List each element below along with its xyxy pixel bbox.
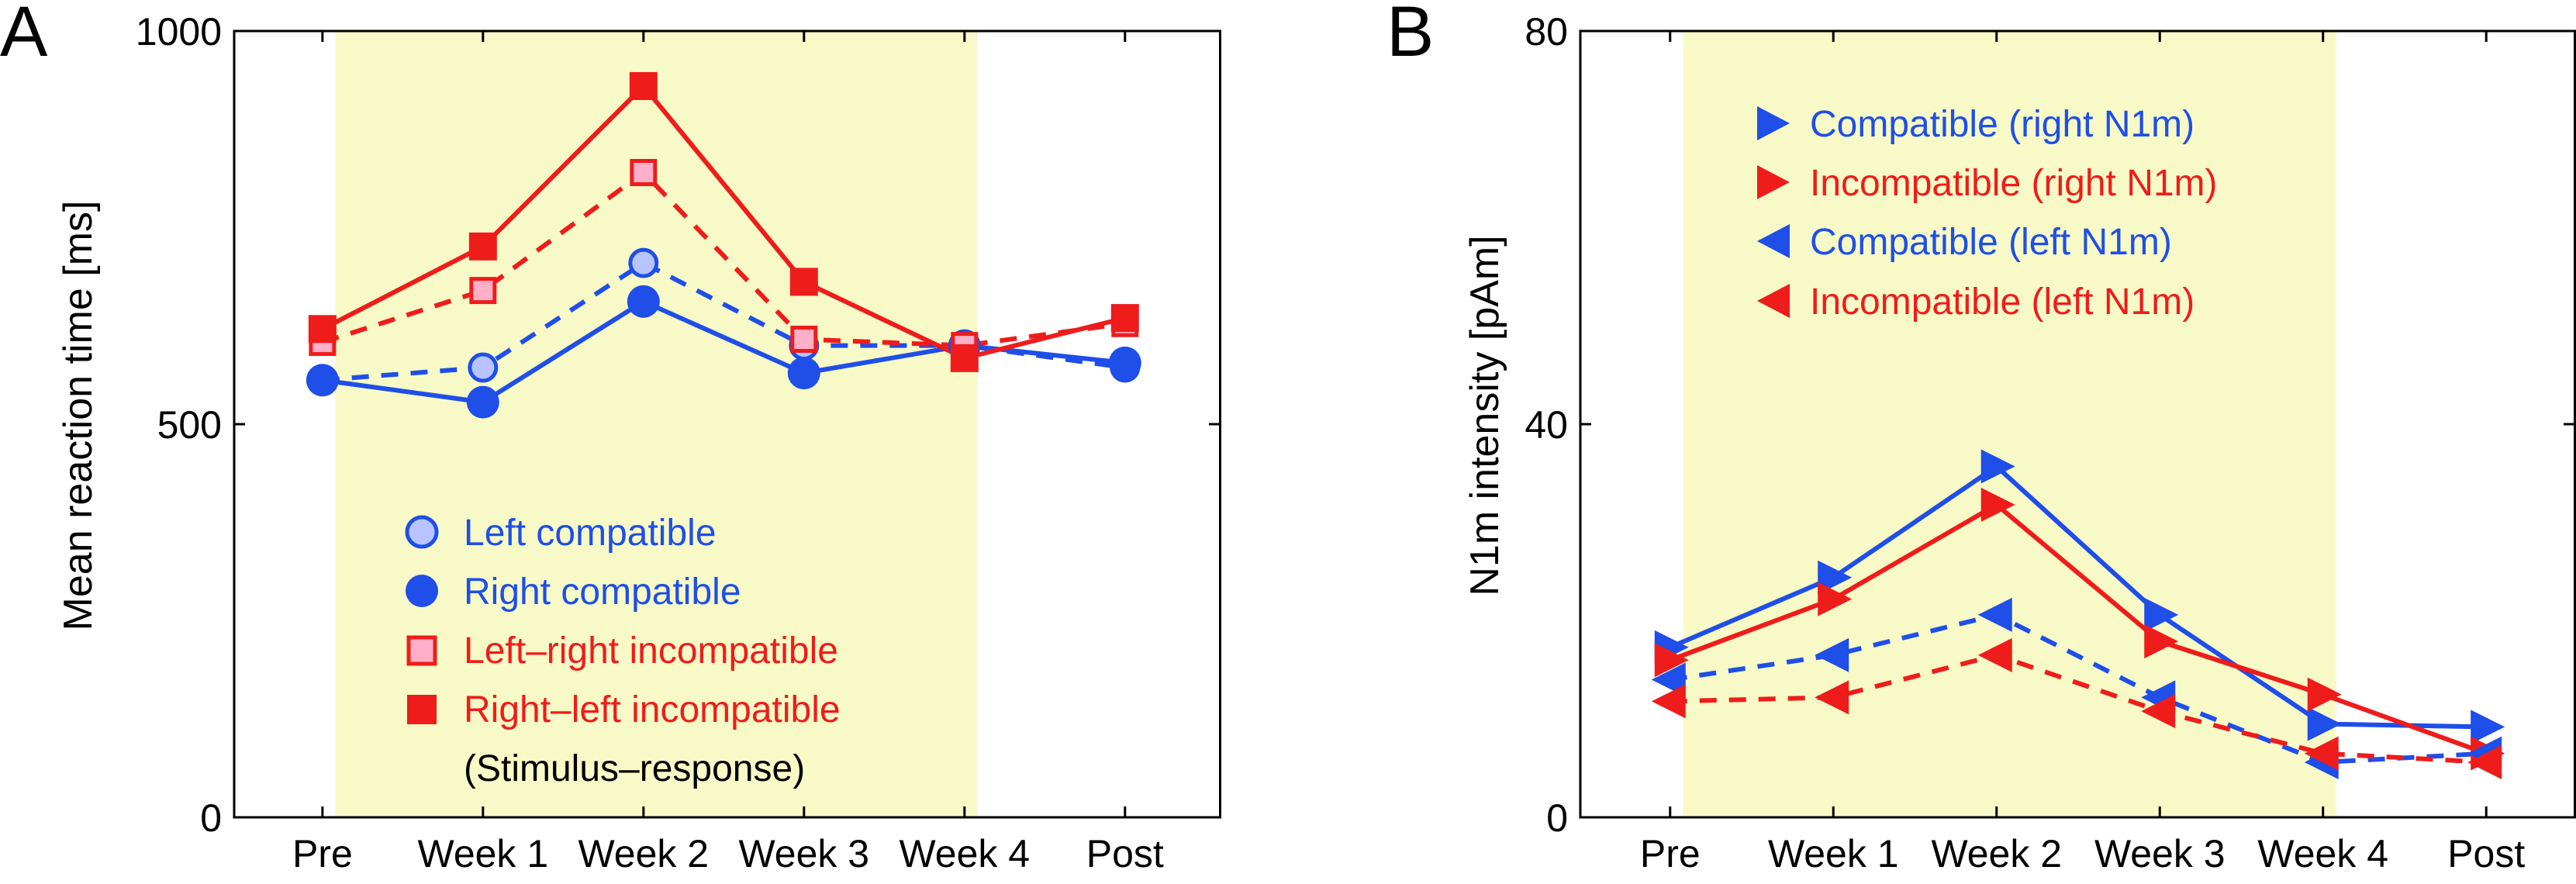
data-point-left-compatible [628,247,659,278]
series-line-compatible-right-n1m [1669,464,2487,730]
data-point-compatible-right-n1m [2307,706,2342,741]
x-tick-label: Pre [292,832,353,875]
legend-note: (Stimulus–response) [464,748,805,789]
data-point-right-compatible [1108,346,1141,379]
x-tick-label: Week 4 [900,832,1031,875]
y-tick-label: 500 [157,403,222,447]
panel-b-series [1651,449,2505,780]
series-line-right-compatible [322,299,1126,405]
series-line-left-right-incompatible [321,170,1126,348]
panel-b-legend: Compatible (right N1m) Incompatible (rig… [1757,104,2218,323]
legend-label-left-compatible: Left compatible [464,513,717,554]
x-tick-label: Post [2447,832,2525,875]
legend-label-right-left-incompatible: Right–left incompatible [464,689,841,730]
data-point-right-left-incompatible [629,71,658,100]
legend-marker-right-left-incompatible [407,695,437,724]
y-tick-label: 0 [1546,796,1568,840]
panel-b: B N1m intensity [pAm] 0 40 80 Pre Week 1… [1386,0,2576,875]
panel-a-y-axis-label: Mean reaction time [ms] [56,201,101,631]
legend-label-compatible-right: Compatible (right N1m) [1810,104,2194,145]
panel-a-legend: Left compatible Right compatible Left–ri… [405,513,841,789]
data-point-incompatible-right-n1m [1980,487,2015,522]
data-point-incompatible-left-n1m [1815,680,1849,715]
x-tick-label: Week 2 [578,832,710,875]
series-markers [306,71,1141,419]
series-markers [1651,449,2505,780]
legend-label-left-right-incompatible: Left–right incompatible [464,630,838,672]
x-tick-label: Week 1 [418,832,549,875]
panel-a-y-tick-labels: 0 500 1000 [136,10,222,840]
data-point-compatible-right-n1m [2144,597,2179,632]
panel-b-ticks [1580,29,2574,819]
series-line-compatible-left-n1m [1670,612,2487,765]
panel-b-y-tick-labels: 0 40 80 [1525,10,1568,840]
data-point-compatible-right-n1m [2471,710,2505,744]
data-point-incompatible-left-n1m [1977,637,2012,672]
data-point-right-left-incompatible [308,315,337,344]
legend-label-incompatible-left: Incompatible (left N1m) [1810,281,2194,323]
legend-marker-left-compatible [405,515,439,549]
y-tick-label: 1000 [136,10,222,54]
panel-a: A Mean reaction time [ms] 0 500 1000 Pre… [0,0,1221,875]
data-point-compatible-left-n1m [1815,637,1849,672]
legend-marker-incompatible-right [1757,165,1790,199]
legend-label-incompatible-right: Incompatible (right N1m) [1810,163,2218,204]
data-point-incompatible-left-n1m [2141,694,2176,729]
data-point-incompatible-left-n1m [1651,684,1686,719]
data-point-incompatible-right-n1m [1654,643,1689,678]
data-point-right-left-incompatible [468,232,497,261]
data-point-right-left-incompatible [950,344,979,372]
panel-a-ticks [234,29,1220,819]
data-point-incompatible-right-n1m [1818,582,1853,616]
data-point-incompatible-right-n1m [2144,624,2179,659]
y-tick-label: 40 [1525,403,1568,447]
legend-marker-left-right-incompatible [406,635,437,666]
data-point-right-left-incompatible [1110,304,1139,333]
panel-a-letter: A [0,0,48,71]
data-point-right-left-incompatible [789,268,818,296]
panel-b-y-axis-label: N1m intensity [pAm] [1462,235,1507,596]
data-point-right-compatible [466,385,499,419]
data-point-left-compatible [468,352,499,383]
data-point-compatible-right-n1m [1818,560,1853,595]
data-point-left-right-incompatible [790,325,818,353]
panel-a-x-tick-labels: Pre Week 1 Week 2 Week 3 Week 4 Post [292,832,1164,875]
legend-label-right-compatible: Right compatible [464,571,741,613]
series-line-incompatible-right-n1m [1669,502,2488,756]
legend-marker-compatible-left [1757,224,1790,258]
x-tick-label: Pre [1640,832,1701,875]
legend-marker-incompatible-left [1757,284,1790,318]
data-point-left-right-incompatible [469,277,497,305]
panel-b-letter: B [1386,0,1434,71]
legend-label-compatible-left: Compatible (left N1m) [1810,222,2172,263]
panel-b-shaded-period [1683,31,2336,817]
series-lines [321,83,1126,405]
x-tick-label: Week 4 [2257,832,2388,875]
data-point-right-compatible [787,357,820,390]
data-point-incompatible-left-n1m [2304,736,2339,771]
y-tick-label: 80 [1525,10,1568,54]
x-tick-label: Week 2 [1931,832,2062,875]
y-tick-label: 0 [200,796,222,840]
series-line-right-left-incompatible [321,83,1126,361]
data-point-compatible-left-n1m [1977,597,2012,632]
data-point-compatible-left-n1m [1651,662,1686,697]
x-tick-label: Week 3 [2094,832,2226,875]
data-point-incompatible-right-n1m [2307,677,2342,712]
legend-marker-right-compatible [406,575,438,607]
data-point-right-compatible [627,285,660,318]
series-line-incompatible-left-n1m [1670,652,2487,765]
data-point-incompatible-left-n1m [2467,745,2502,780]
data-point-compatible-right-n1m [1980,449,2015,484]
data-point-right-compatible [306,364,339,397]
x-tick-label: Week 1 [1768,832,1899,875]
legend-marker-compatible-right [1757,106,1790,140]
series-lines [1669,464,2488,765]
x-tick-label: Post [1086,832,1164,875]
panel-b-x-tick-labels: Pre Week 1 Week 2 Week 3 Week 4 Post [1640,832,2525,875]
x-tick-label: Week 3 [739,832,870,875]
data-point-left-right-incompatible [630,159,658,187]
panel-a-series [306,71,1141,419]
